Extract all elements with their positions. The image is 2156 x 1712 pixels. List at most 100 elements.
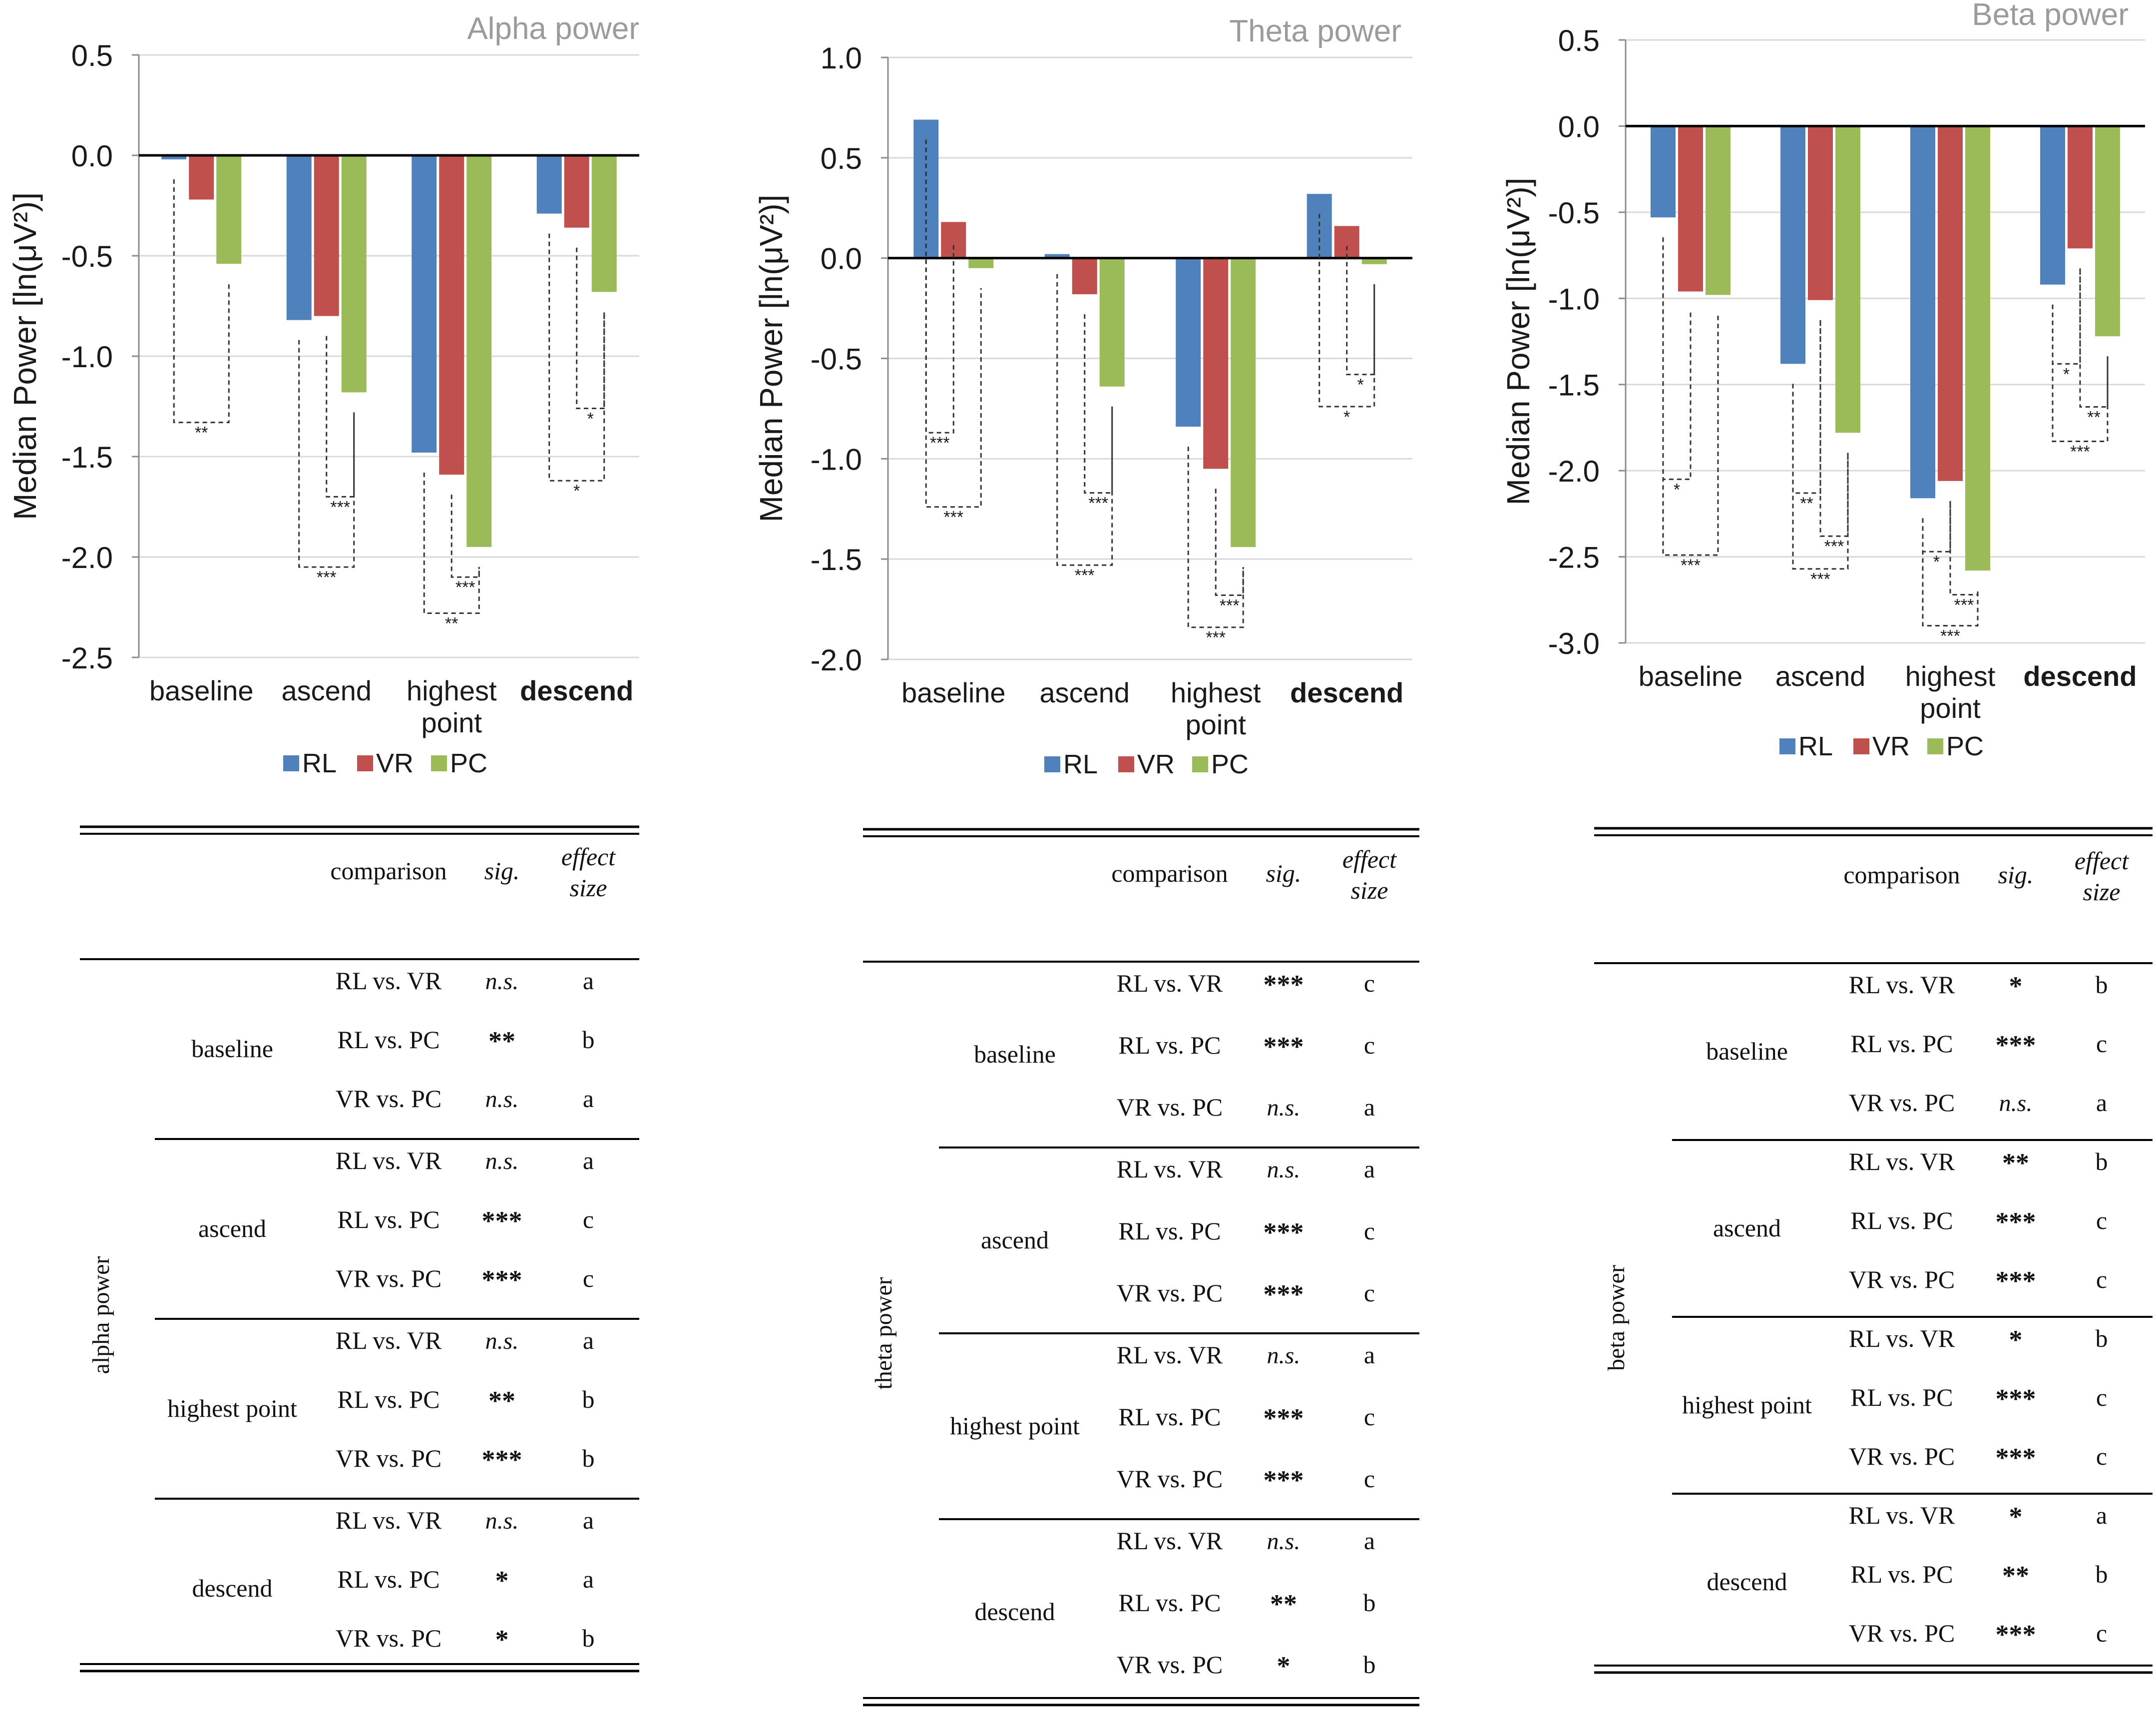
table-cell-effect: b bbox=[582, 1624, 595, 1652]
legend-swatch-PC bbox=[1192, 756, 1208, 772]
table-cell-effect: a bbox=[583, 1146, 594, 1174]
bar-RL bbox=[536, 155, 562, 214]
table-cell-effect: c bbox=[2096, 1206, 2107, 1234]
significance-bracket bbox=[1084, 314, 1113, 494]
table-cell-sig: *** bbox=[482, 1206, 522, 1236]
table-cell-comparison: VR vs. PC bbox=[1117, 1093, 1223, 1121]
table-cell-comparison: RL vs. PC bbox=[337, 1026, 439, 1054]
table-cell-comparison: RL vs. VR bbox=[1849, 1501, 1955, 1529]
table-cell-sig: n.s. bbox=[485, 1508, 519, 1534]
x-tick-label: descend bbox=[520, 675, 633, 706]
significance-label: *** bbox=[1681, 556, 1701, 575]
table-cell-effect: a bbox=[583, 1085, 594, 1113]
y-axis-label: Median Power [ln(μV²)] bbox=[7, 192, 43, 520]
significance-label: *** bbox=[1088, 494, 1108, 513]
table-cell-effect: a bbox=[583, 967, 594, 995]
table-1: comparison sig. effect size baseline RL vs. V… bbox=[863, 828, 1419, 1707]
table-group-name: ascend bbox=[198, 1214, 266, 1242]
legend-label-VR: VR bbox=[1872, 731, 1910, 761]
table-cell-sig: ** bbox=[2002, 1561, 2029, 1591]
table-cell-comparison: RL vs. VR bbox=[1849, 1324, 1955, 1352]
table-cell-effect: b bbox=[2096, 971, 2108, 999]
table-cell-sig: *** bbox=[482, 1265, 522, 1295]
significance-label: *** bbox=[930, 434, 950, 453]
significance-label: *** bbox=[2070, 443, 2090, 462]
y-tick-label: 0.0 bbox=[71, 139, 113, 173]
legend-swatch-RL bbox=[1779, 738, 1795, 754]
x-tick-label: highest bbox=[1905, 660, 1996, 692]
bar-RL bbox=[286, 155, 312, 320]
bar-PC bbox=[2095, 126, 2120, 337]
bar-PC bbox=[1099, 258, 1125, 387]
table-cell-sig: * bbox=[2009, 1502, 2023, 1532]
y-tick-label: -1.5 bbox=[1548, 369, 1600, 402]
significance-label: ** bbox=[2087, 408, 2100, 427]
table-cell-effect: b bbox=[582, 1026, 595, 1054]
y-tick-label: -2.0 bbox=[1548, 455, 1600, 488]
significance-bracket bbox=[2079, 268, 2109, 408]
bar-RL bbox=[412, 155, 437, 453]
x-tick-label: descend bbox=[1290, 677, 1403, 708]
legend-label-RL: RL bbox=[1063, 749, 1098, 779]
table-cell-effect: c bbox=[583, 1205, 594, 1233]
table-cell-effect: b bbox=[582, 1444, 595, 1472]
significance-label: *** bbox=[943, 508, 963, 527]
significance-label: *** bbox=[1954, 595, 1974, 614]
bar-VR bbox=[439, 155, 464, 475]
table-group-name: highest point bbox=[167, 1394, 297, 1422]
table-group-name: descend bbox=[1707, 1568, 1787, 1596]
legend-label-VR: VR bbox=[376, 748, 414, 778]
bar-RL bbox=[1044, 254, 1070, 258]
x-tick-label: ascend bbox=[1775, 660, 1866, 692]
table-cell-comparison: RL vs. PC bbox=[1850, 1560, 1953, 1588]
table-cell-sig: ** bbox=[1270, 1589, 1297, 1619]
table-group-name: highest point bbox=[1682, 1391, 1812, 1419]
table-cell-comparison: VR vs. PC bbox=[1849, 1265, 1955, 1293]
table-cell-effect: c bbox=[2096, 1030, 2107, 1058]
table-cell-comparison: RL vs. VR bbox=[1117, 1155, 1223, 1183]
significance-label: ** bbox=[195, 424, 208, 443]
table-cell-effect: a bbox=[1364, 1341, 1375, 1369]
significance-bracket bbox=[326, 336, 355, 498]
table-cell-comparison: VR vs. PC bbox=[336, 1624, 442, 1652]
table-cell-effect: c bbox=[1364, 969, 1375, 997]
table-cell-comparison: VR vs. PC bbox=[1117, 1279, 1223, 1307]
table-cell-sig: *** bbox=[1996, 1207, 2036, 1237]
table-cell-sig: * bbox=[1277, 1651, 1291, 1681]
bar-PC bbox=[1706, 126, 1730, 295]
significance-bracket bbox=[1056, 274, 1113, 566]
y-axis-label: Median Power [ln(μV²)] bbox=[753, 195, 789, 523]
significance-bracket bbox=[423, 472, 480, 614]
table-cell-effect: a bbox=[583, 1326, 594, 1354]
legend-label-VR: VR bbox=[1137, 749, 1175, 779]
significance-bracket bbox=[450, 495, 480, 578]
table-cell-comparison: RL vs. VR bbox=[336, 1326, 442, 1354]
table-header-comparison: comparison bbox=[330, 857, 446, 885]
legend-label-PC: PC bbox=[1946, 731, 1984, 761]
table-header-effect: effect bbox=[561, 843, 616, 871]
table-header-effect: size bbox=[570, 874, 607, 902]
table-cell-comparison: VR vs. PC bbox=[1849, 1442, 1955, 1470]
table-cell-effect: b bbox=[2096, 1324, 2108, 1352]
y-tick-label: -2.0 bbox=[811, 643, 862, 677]
significance-label: * bbox=[1343, 408, 1350, 427]
table-cell-effect: c bbox=[1364, 1031, 1375, 1059]
table-cell-effect: a bbox=[1364, 1093, 1375, 1121]
table-cell-sig: *** bbox=[1264, 1217, 1304, 1247]
table-cell-effect: c bbox=[1364, 1403, 1375, 1431]
significance-label: ** bbox=[1800, 494, 1813, 513]
table-cell-effect: c bbox=[2096, 1619, 2107, 1647]
significance-bracket bbox=[298, 340, 355, 568]
table-side-label: beta power bbox=[1603, 1265, 1630, 1371]
bar-PC bbox=[341, 155, 367, 393]
legend-swatch-VR bbox=[1853, 738, 1869, 754]
significance-bracket bbox=[2052, 304, 2109, 443]
significance-label: * bbox=[1357, 376, 1364, 395]
table-cell-effect: a bbox=[1364, 1527, 1375, 1555]
table-cell-comparison: RL vs. PC bbox=[337, 1205, 439, 1233]
table-cell-sig: *** bbox=[1996, 1266, 2036, 1296]
bar-PC bbox=[968, 258, 994, 268]
significance-label: *** bbox=[1075, 566, 1095, 585]
x-tick-label: ascend bbox=[281, 675, 372, 706]
x-tick-label: baseline bbox=[1639, 660, 1743, 692]
